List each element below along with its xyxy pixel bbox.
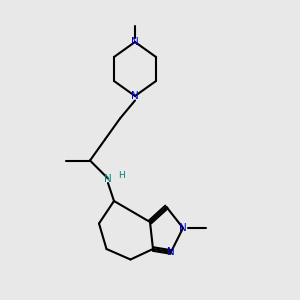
Text: H: H: [118, 171, 125, 180]
Text: N: N: [131, 91, 139, 101]
Text: N: N: [131, 37, 139, 47]
Text: N: N: [179, 223, 187, 233]
Text: N: N: [167, 247, 175, 257]
Text: N: N: [104, 173, 112, 184]
